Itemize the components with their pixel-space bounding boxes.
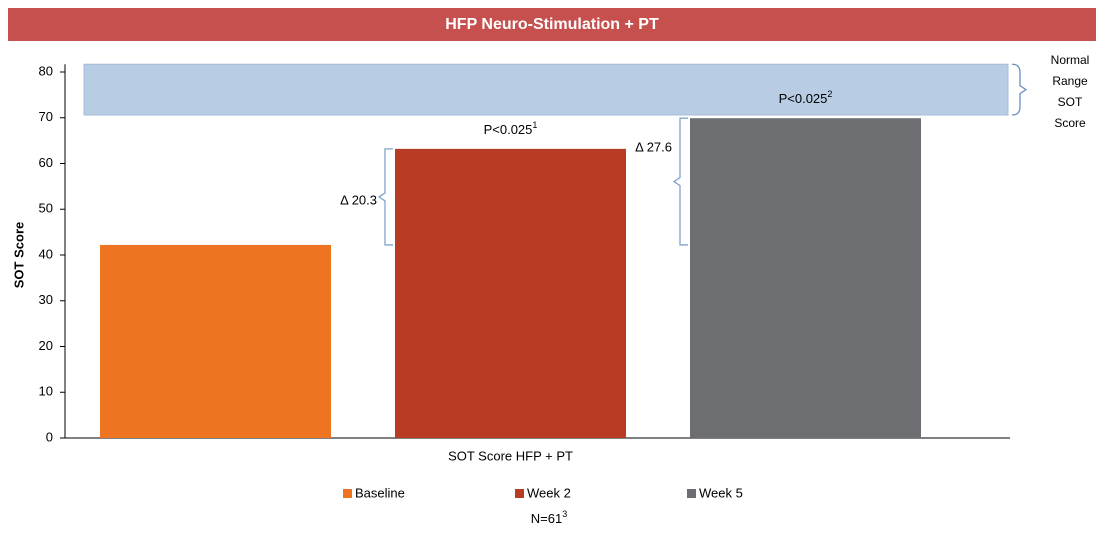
p-value: P<0.025	[779, 92, 828, 107]
normal-range-label: Range	[1052, 74, 1088, 88]
y-tick-label: 50	[39, 201, 53, 216]
title-banner	[8, 8, 1096, 41]
normal-range-bracket	[1011, 63, 1028, 116]
y-tick-label: 10	[39, 384, 53, 399]
footnote-text: N=61	[531, 511, 562, 526]
bar	[100, 244, 331, 438]
legend-swatch	[343, 489, 352, 498]
y-axis-label: SOT Score	[11, 222, 26, 288]
y-tick-label: 30	[39, 292, 53, 307]
bar	[690, 118, 921, 439]
chart-title: HFP Neuro-Stimulation + PT	[445, 16, 659, 33]
y-tick-label: 70	[39, 109, 53, 124]
legend-swatch	[515, 489, 524, 498]
delta-bracket	[377, 148, 393, 246]
legend-label: Week 5	[699, 485, 743, 500]
y-tick-label: 60	[39, 155, 53, 170]
delta-bracket	[672, 117, 688, 246]
bar	[395, 148, 626, 439]
p-value-label: P<0.0252	[779, 90, 833, 107]
x-tick-label: SOT Score HFP + PT	[448, 448, 573, 463]
p-value-note: 2	[827, 90, 832, 100]
p-value-label: P<0.0251	[484, 120, 538, 137]
legend-label: Baseline	[355, 485, 405, 500]
delta-label: Δ 27.6	[635, 140, 672, 155]
y-tick-label: 0	[46, 429, 53, 444]
y-tick-label: 20	[39, 338, 53, 353]
y-tick-label: 80	[39, 63, 53, 78]
p-value: P<0.025	[484, 122, 533, 137]
legend-swatch	[687, 489, 696, 498]
normal-range-label: Score	[1054, 116, 1086, 130]
normal-range-band	[83, 63, 1009, 116]
footnote-note: 3	[562, 509, 567, 519]
y-tick-label: 40	[39, 246, 53, 261]
normal-range-label: Normal	[1051, 53, 1090, 67]
legend-label: Week 2	[527, 485, 571, 500]
p-value-note: 1	[532, 120, 537, 130]
delta-label: Δ 20.3	[340, 192, 377, 207]
normal-range-label: SOT	[1058, 95, 1083, 109]
footnote: N=613	[531, 509, 567, 526]
